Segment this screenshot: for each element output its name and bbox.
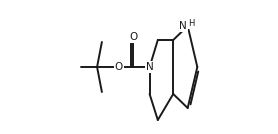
Text: N: N: [146, 62, 153, 72]
Text: H: H: [188, 19, 195, 29]
Text: O: O: [115, 62, 123, 72]
Text: O: O: [129, 32, 137, 42]
Text: N: N: [179, 21, 187, 31]
